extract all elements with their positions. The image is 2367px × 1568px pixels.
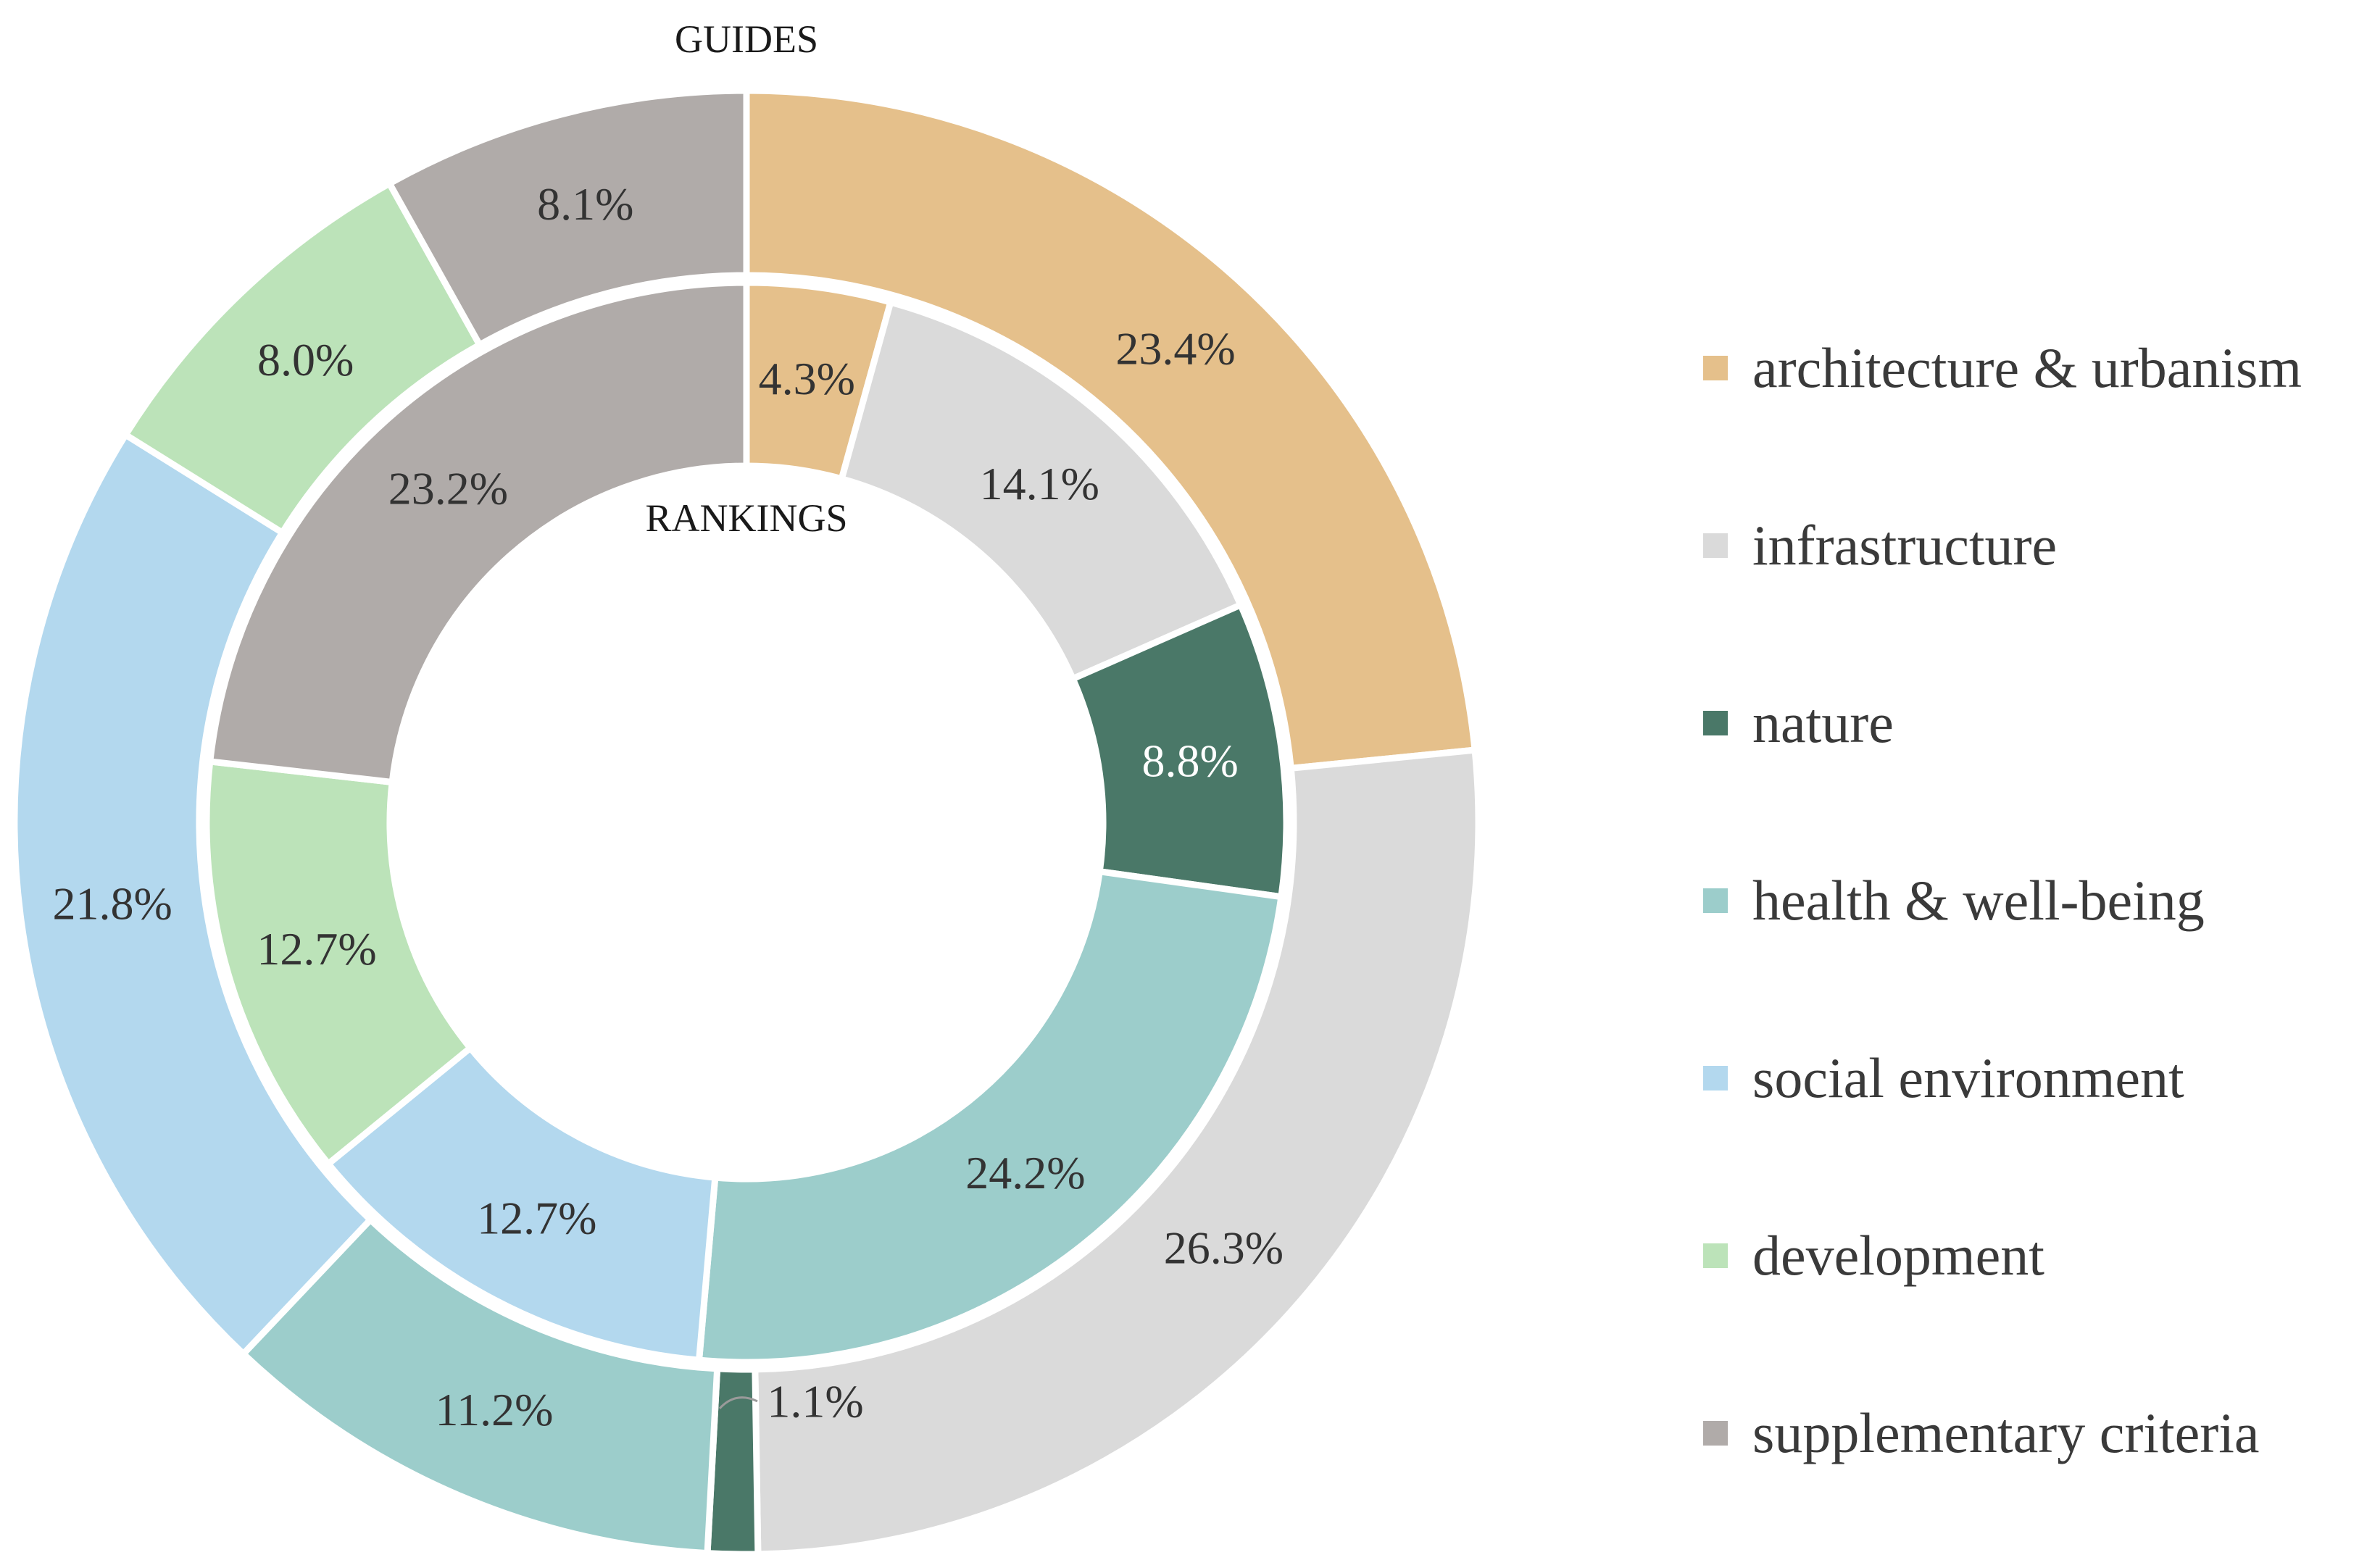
legend-item-infrastructure: infrastructure	[1703, 456, 2355, 634]
legend-item-nature: nature	[1703, 634, 2355, 812]
legend-item-health-well-being: health & well-being	[1703, 812, 2355, 989]
inner-label-health-well-being: 24.2%	[965, 1147, 1085, 1198]
inner-segment-supplementary-criteria	[206, 279, 750, 786]
legend-swatch	[1703, 355, 1728, 380]
inner-label-supplementary-criteria: 23.2%	[388, 463, 508, 514]
legend-label: architecture & urbanism	[1752, 335, 2302, 399]
legend-item-development: development	[1703, 1167, 2355, 1344]
inner-label-infrastructure: 14.1%	[980, 458, 1099, 509]
segment-labels: 4.3% 14.1% 8.8% 24.2% 12.7% 12.7% 23.2% 23.4% 26…	[52, 178, 1284, 1435]
outer-label-development: 8.0%	[257, 334, 354, 385]
inner-ring-title: RANKINGS	[645, 496, 847, 540]
legend-label: development	[1752, 1223, 2044, 1287]
leader-line	[718, 1396, 758, 1409]
legend-swatch	[1703, 710, 1728, 735]
legend-item-supplementary-criteria: supplementary criteria	[1703, 1344, 2355, 1522]
legend-label: health & well-being	[1752, 868, 2205, 932]
inner-segment-development	[203, 757, 475, 1169]
inner-segment-infrastructure	[837, 298, 1245, 683]
outer-segment-social-environment	[11, 430, 375, 1359]
legend-swatch	[1703, 1420, 1728, 1446]
outer-label-supplementary-criteria: 8.1%	[537, 178, 633, 230]
inner-segment-social-environment	[323, 1043, 719, 1364]
legend-label: nature	[1752, 691, 1894, 754]
legend-swatch	[1703, 533, 1728, 558]
outer-segment-infrastructure	[752, 746, 1482, 1558]
inner-segment-health-well-being	[695, 867, 1285, 1366]
legend: architecture & urbanism infrastructure n…	[1703, 279, 2355, 1522]
legend-swatch	[1703, 1243, 1728, 1268]
legend-swatch	[1703, 1065, 1728, 1090]
outer-label-architecture-urbanism: 23.4%	[1115, 323, 1235, 375]
inner-label-development: 12.7%	[257, 923, 376, 975]
inner-label-architecture-urbanism: 4.3%	[759, 353, 855, 404]
legend-item-social-environment: social environment	[1703, 989, 2355, 1167]
outer-label-health-well-being: 11.2%	[435, 1384, 553, 1435]
outer-label-social-environment: 21.8%	[52, 878, 172, 930]
outer-segment-architecture-urbanism	[743, 87, 1478, 772]
outer-ring-title: GUIDES	[675, 17, 818, 61]
legend-label: infrastructure	[1752, 513, 2058, 577]
legend-label: social environment	[1752, 1046, 2184, 1109]
outer-segment-supplementary-criteria	[385, 87, 750, 349]
inner-ring-rankings	[203, 279, 1290, 1366]
outer-label-nature: 1.1%	[767, 1375, 863, 1427]
outer-label-infrastructure: 26.3%	[1164, 1222, 1284, 1273]
donut-chart: 4.3% 14.1% 8.8% 24.2% 12.7% 12.7% 23.2% 23.4% 26…	[11, 17, 1482, 1558]
legend-swatch	[1703, 888, 1728, 913]
legend-item-architecture-urbanism: architecture & urbanism	[1703, 279, 2355, 456]
inner-label-social-environment: 12.7%	[477, 1193, 596, 1244]
legend-label: supplementary criteria	[1752, 1401, 2260, 1464]
inner-label-nature: 8.8%	[1141, 735, 1238, 786]
outer-ring-guides	[11, 87, 1482, 1558]
